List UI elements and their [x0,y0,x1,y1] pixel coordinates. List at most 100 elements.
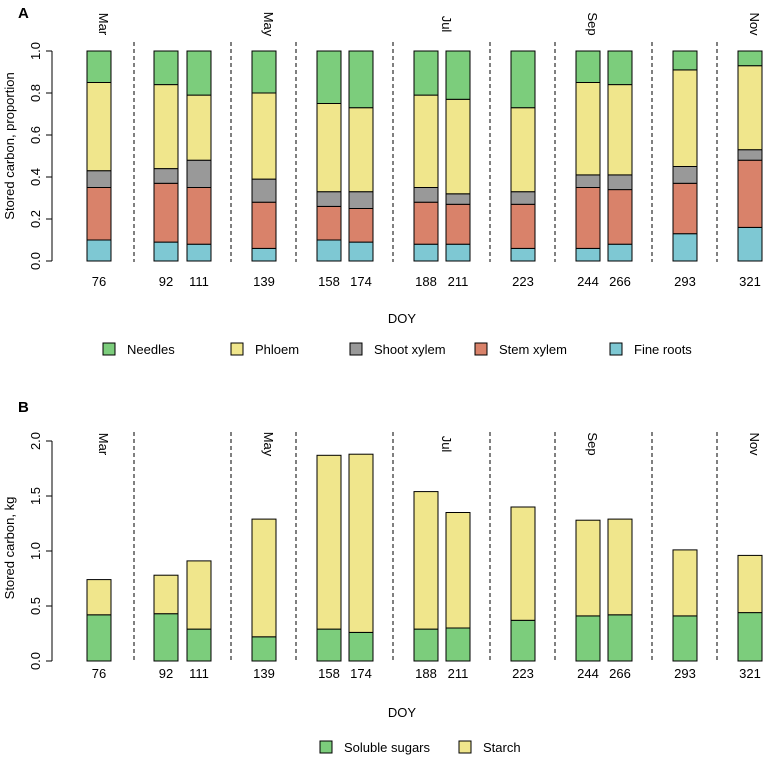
x-tick-label: 174 [350,274,372,289]
bar-segment-phloem [153,84,179,170]
legend-swatch-fine-roots [609,342,623,356]
x-tick-label: 158 [318,666,340,681]
month-label: Jul [439,436,454,453]
y-tick-label: 1.0 [28,42,43,60]
bar-segment-soluble-sugars [86,614,112,662]
panel-b: B 0.0 0.5 1.0 1.5 2.0 Stored carbon, kg Mar May J… [2,399,763,755]
bar-segment-needles [86,50,112,83]
bar-segment-phloem [737,65,763,151]
bar-segment-stem-xylem [445,203,471,245]
x-tick-label: 111 [189,666,209,681]
x-tick-label: 293 [674,274,696,289]
bar-segment-fine-roots [445,243,471,262]
bar-segment-soluble-sugars [575,615,601,662]
bar-segment-starch [575,519,601,617]
legend-label: Stem xylem [499,342,567,357]
bar-segment-shoot-xylem [445,193,471,205]
bar-segment-stem-xylem [348,208,374,243]
bar-segment-needles [186,50,212,96]
y-tick-label: 0.6 [28,126,43,144]
bar-segment-stem-xylem [316,205,342,241]
bar-segment-soluble-sugars [316,628,342,662]
bar-segment-shoot-xylem [737,149,763,161]
legend-swatch-needles [102,342,116,356]
x-tick-label: 223 [512,666,534,681]
y-tick-label: 0.8 [28,84,43,102]
bar-segment-fine-roots [575,247,601,262]
x-tick-label: 244 [577,666,599,681]
bar-segment-starch [737,554,763,614]
panel-a: A 0.0 0.2 0.4 0.6 0.8 1.0 Stored carbon, propor… [2,5,763,357]
bar-segment-starch [672,549,698,617]
bar-segment-needles [153,50,179,86]
legend-label: Soluble sugars [344,740,430,755]
panel-letter: B [18,399,29,416]
x-tick-label: 76 [92,666,106,681]
bar-segment-shoot-xylem [510,191,536,205]
bar-segment-needles [251,50,277,94]
bar-segment-soluble-sugars [445,627,471,662]
legend-swatch-soluble-sugars [319,740,333,754]
x-tick-label: 211 [448,274,469,289]
bar-segment-fine-roots [510,247,536,262]
y-tick-label: 1.5 [28,487,43,505]
month-label: Jul [439,16,454,33]
bar-segment-soluble-sugars [672,615,698,662]
y-tick-label: 0.0 [28,252,43,270]
x-tick-label: 76 [92,274,106,289]
bar-segment-phloem [251,92,277,180]
x-tick-label: 139 [253,666,275,681]
bar-segment-phloem [186,94,212,161]
bar-segment-starch [251,518,277,638]
bar-segment-starch [348,453,374,633]
y-tick-label: 0.0 [28,652,43,670]
month-label: Mar [96,13,111,36]
x-tick-label: 321 [739,666,761,681]
bar-segment-fine-roots [607,243,633,262]
panel-letter: A [18,5,29,22]
bar-segment-stem-xylem [413,201,439,245]
bar-segment-shoot-xylem [607,174,633,191]
y-axis-label: Stored carbon, proportion [2,72,17,219]
bar-segment-shoot-xylem [575,174,601,188]
bar-segment-needles [510,50,536,109]
x-tick-label: 266 [609,274,631,289]
y-tick-label: 0.2 [28,210,43,228]
bar-segment-shoot-xylem [413,187,439,203]
y-tick-label: 0.5 [28,597,43,615]
bar-segment-stem-xylem [607,189,633,245]
bar-segment-soluble-sugars [251,636,277,662]
month-label: May [261,432,276,457]
legend-label: Phloem [255,342,299,357]
x-tick-label: 266 [609,666,631,681]
month-label: Nov [747,12,762,36]
bar-segment-stem-xylem [86,187,112,241]
bar-segment-stem-xylem [672,182,698,235]
bar-segment-needles [316,50,342,104]
month-label: May [261,12,276,37]
bar-segment-shoot-xylem [316,191,342,207]
bar-segment-phloem [86,82,112,172]
bar-segment-phloem [607,84,633,176]
bar-segment-stem-xylem [186,187,212,245]
x-axis-label: DOY [388,705,417,720]
bar-segment-fine-roots [251,247,277,262]
bar-segment-starch [316,454,342,630]
legend-label: Fine roots [634,342,692,357]
month-label: Nov [747,432,762,456]
legend-swatch-shoot-xylem [349,342,363,356]
bar-segment-phloem [413,94,439,188]
bar-segment-needles [445,50,471,100]
bar-segment-starch [445,512,471,629]
x-tick-label: 223 [512,274,534,289]
bar-segment-soluble-sugars [348,631,374,662]
legend-label: Needles [127,342,175,357]
bar-segment-needles [575,50,601,83]
bar-segment-fine-roots [153,241,179,262]
bar-segment-stem-xylem [153,182,179,243]
x-tick-label: 244 [577,274,599,289]
bar-segment-phloem [510,107,536,193]
legend-label: Shoot xylem [374,342,446,357]
bar-segment-stem-xylem [575,187,601,249]
x-tick-label: 174 [350,666,372,681]
